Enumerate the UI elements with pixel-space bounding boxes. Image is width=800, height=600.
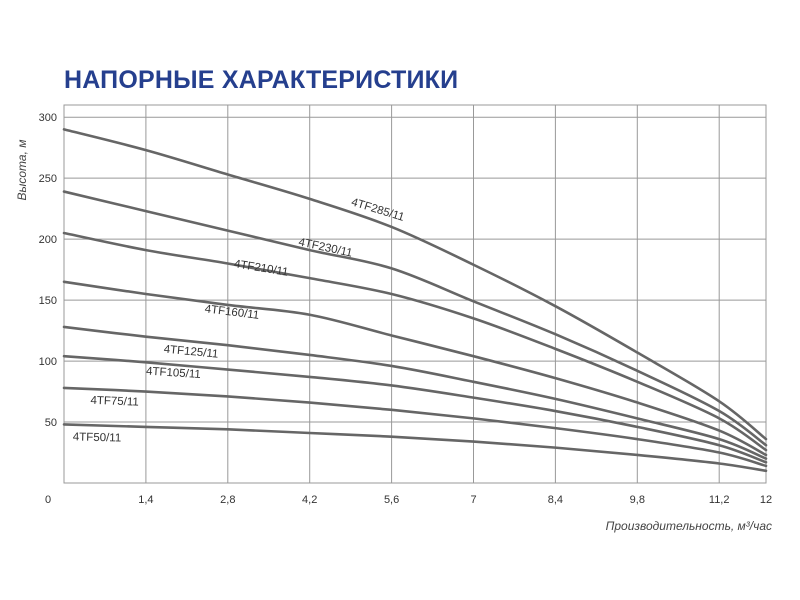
series-line xyxy=(62,423,768,473)
series-label: 4TF285/11 xyxy=(350,196,406,223)
x-axis-label: Производительность, м³/час xyxy=(606,519,772,533)
y-tick-label: 50 xyxy=(45,417,57,429)
series-line xyxy=(62,128,768,441)
y-axis-label: Высота, м xyxy=(15,140,29,201)
series-label: 4TF50/11 xyxy=(73,431,122,444)
x-tick-label: 1,4 xyxy=(138,494,153,506)
series-line xyxy=(62,386,768,468)
y-tick-label: 150 xyxy=(39,295,57,307)
x-tick-label: 7 xyxy=(470,494,476,506)
series-lines xyxy=(62,128,768,473)
y-tick-label: 100 xyxy=(39,356,57,368)
axis-ticks: 0 1,4 2,8 4,2 5,6 7 8,4 9,8 11,2 12 50 100 150 200 250… xyxy=(39,112,772,506)
series-label: 4TF105/11 xyxy=(146,365,201,381)
series-label: 4TF125/11 xyxy=(163,344,219,361)
series-line xyxy=(62,231,768,452)
series-label: 4TF210/11 xyxy=(233,258,289,279)
x-tick-label: 9,8 xyxy=(630,494,645,506)
y-tick-label: 250 xyxy=(39,173,57,185)
chart-title: НАПОРНЫЕ ХАРАКТЕРИСТИКИ xyxy=(64,66,459,94)
x-tick-label: 4,2 xyxy=(302,494,317,506)
series-line xyxy=(62,280,768,457)
series-line xyxy=(62,325,768,460)
x-tick-label: 0 xyxy=(45,494,51,506)
grid xyxy=(63,104,767,484)
series-label: 4TF75/11 xyxy=(90,395,139,409)
series-label: 4TF230/11 xyxy=(297,236,353,259)
y-tick-label: 300 xyxy=(39,112,57,124)
series-line xyxy=(62,190,768,447)
plot-frame xyxy=(63,104,767,484)
x-tick-label: 8,4 xyxy=(548,494,563,506)
series-label: 4TF160/11 xyxy=(204,303,260,321)
x-tick-label: 2,8 xyxy=(220,494,235,506)
series-line xyxy=(62,354,768,464)
x-tick-label: 12 xyxy=(760,494,772,506)
y-tick-label: 200 xyxy=(39,234,57,246)
x-tick-label: 5,6 xyxy=(384,494,399,506)
x-tick-label: 11,2 xyxy=(709,494,730,506)
